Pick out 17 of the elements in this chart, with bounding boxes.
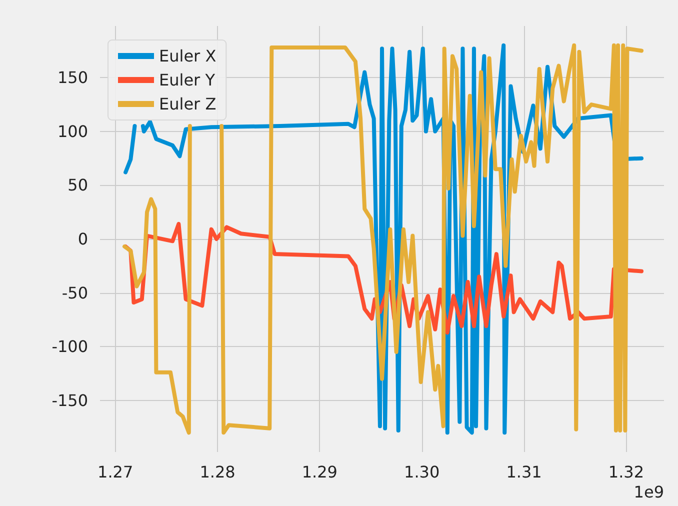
x-tick-label: 1.29 [302,462,338,482]
y-tick-label: 50 [68,176,88,195]
y-tick-label: 0 [78,230,88,248]
legend-label: Euler Z [159,94,216,114]
text: 1e9 [634,482,664,502]
x-tick-label: 1.32 [608,462,644,482]
y-tick-label: 150 [57,68,88,88]
x-tick-label: 1.28 [200,462,236,482]
legend-label: Euler X [159,46,216,66]
x-tick-label: 1.31 [506,462,542,482]
x-tick-label: 1.27 [98,462,134,482]
y-tick-label: -50 [62,283,88,302]
y-tick-label: -100 [52,337,88,356]
y-tick-label: 100 [57,122,88,141]
legend-label: Euler Y [159,70,216,90]
x-tick-label: 1.30 [404,462,440,482]
y-tick-label: -150 [52,390,88,410]
